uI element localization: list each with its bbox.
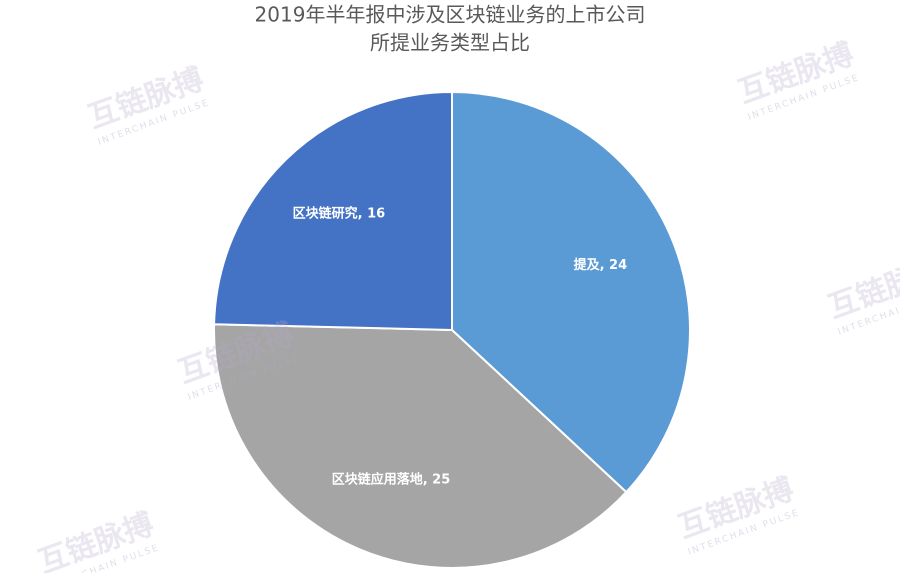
- watermark-text: 互链脉搏: [34, 507, 159, 573]
- data-label: 区块链应用落地, 25: [332, 471, 451, 487]
- pie: 提及, 24 区块链应用落地, 25 区块链研究, 16: [213, 90, 691, 569]
- chart-title: 2019年半年报中涉及区块链业务的上市公司: [255, 3, 646, 27]
- pie-slice: [213, 90, 453, 332]
- chart-title: 所提业务类型占比: [370, 31, 530, 55]
- data-label: 提及, 24: [574, 257, 628, 273]
- data-label: 区块链研究, 16: [293, 206, 386, 222]
- pie-slice: [451, 90, 691, 494]
- pie-slice: [213, 323, 628, 569]
